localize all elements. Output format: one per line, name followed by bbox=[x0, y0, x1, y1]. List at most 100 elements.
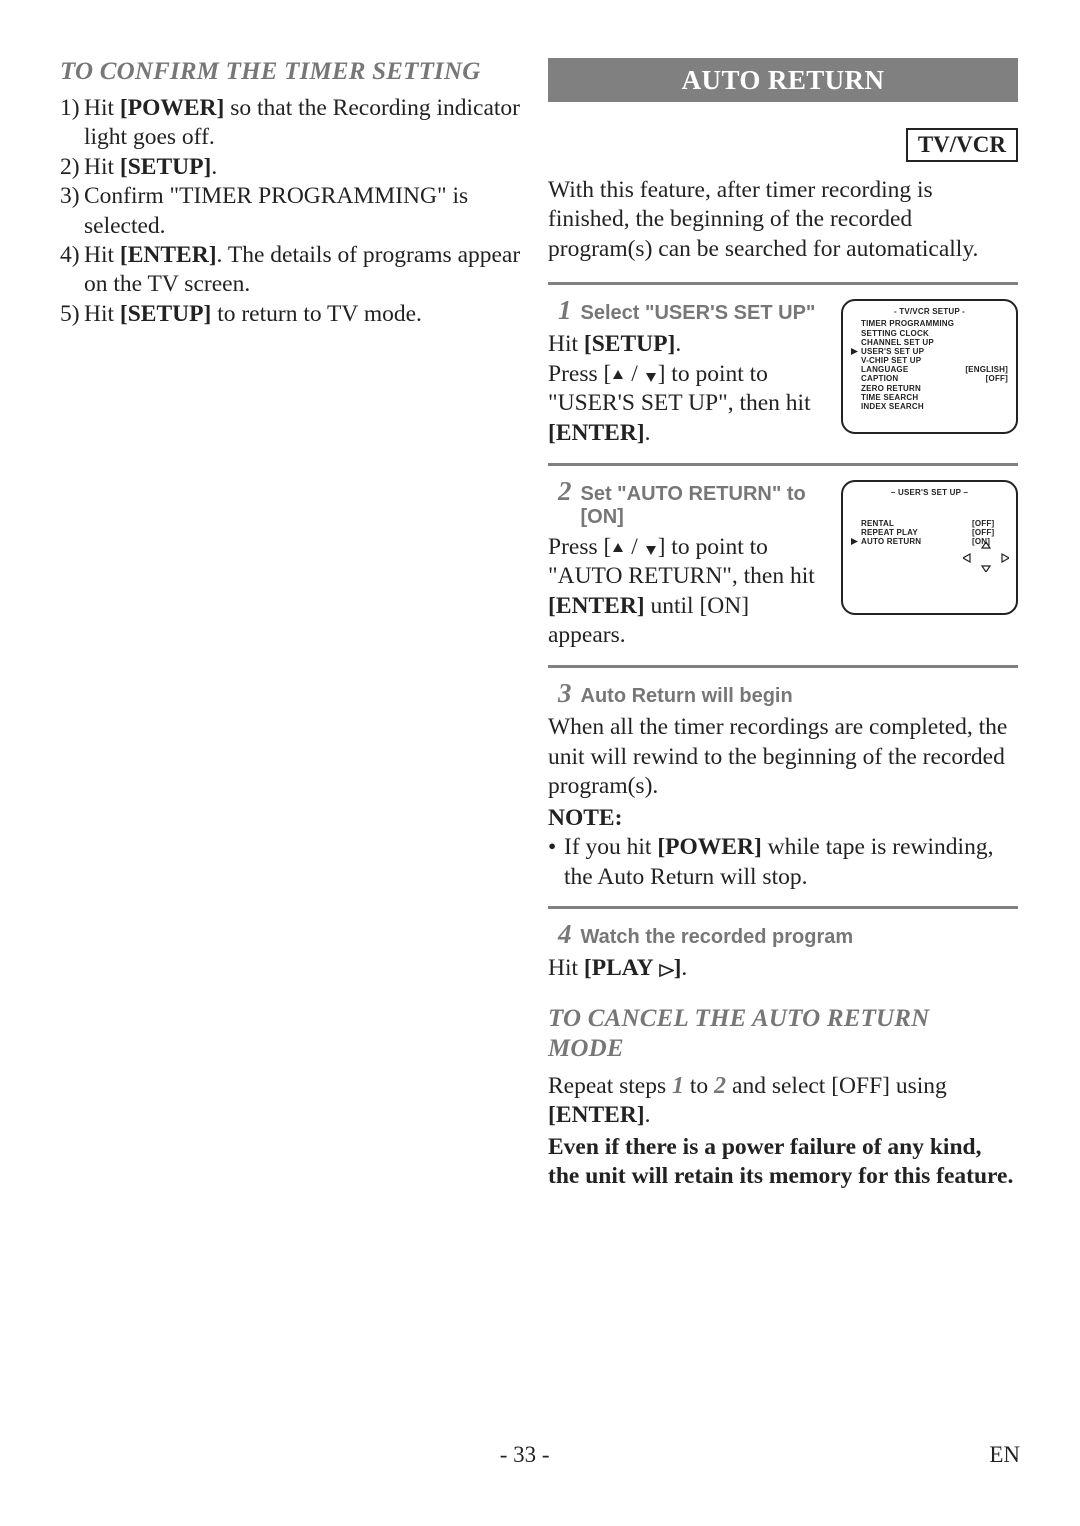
step-head: 3 Auto Return will begin bbox=[558, 678, 1018, 709]
step-body: Hit [PLAY ]. bbox=[548, 954, 1018, 984]
user-setup-osd: – USER'S SET UP – RENTAL[OFF]REPEAT PLAY… bbox=[841, 480, 1018, 615]
left-column: TO CONFIRM THE TIMER SETTING 1) Hit [POW… bbox=[60, 58, 526, 1191]
step-head: 2 Set "AUTO RETURN" to [ON] bbox=[558, 476, 829, 529]
osd-label: SETTING CLOCK bbox=[861, 329, 1006, 338]
page-footer: - 33 - EN bbox=[60, 1442, 1020, 1468]
step-item: 4) Hit [ENTER]. The details of programs … bbox=[60, 241, 526, 300]
cancel-section: TO CANCEL THE AUTO RETURN MODE Repeat st… bbox=[548, 1004, 1018, 1192]
osd-label: ZERO RETURN bbox=[861, 384, 1006, 393]
right-column: AUTO RETURN TV/VCR With this feature, af… bbox=[548, 58, 1018, 1191]
step-text: Hit [ENTER]. The details of programs app… bbox=[84, 241, 526, 300]
note-label: NOTE: bbox=[548, 804, 1018, 834]
osd-label: V-CHIP SET UP bbox=[861, 356, 1006, 365]
osd-label: TIMER PROGRAMMING bbox=[861, 319, 1006, 328]
step-number: 2) bbox=[60, 153, 84, 182]
osd-header: - TV/VCR SETUP - bbox=[851, 307, 1008, 316]
osd-row: ZERO RETURN bbox=[851, 384, 1008, 393]
step-label: Watch the recorded program bbox=[581, 926, 854, 949]
divider bbox=[548, 463, 1018, 466]
selector-triangle-icon bbox=[851, 538, 861, 545]
osd-label: AUTO RETURN bbox=[861, 537, 972, 546]
osd-label: CHANNEL SET UP bbox=[861, 338, 1006, 347]
confirm-steps-list: 1) Hit [POWER] so that the Recording ind… bbox=[60, 94, 526, 329]
cancel-heading: TO CANCEL THE AUTO RETURN MODE bbox=[548, 1004, 1018, 1065]
step-number: 5) bbox=[60, 300, 84, 329]
osd-header: – USER'S SET UP – bbox=[851, 488, 1008, 497]
step-body: Hit [SETUP]. Press [ / ] to point to "US… bbox=[548, 330, 829, 448]
osd-label: TIME SEARCH bbox=[861, 393, 1006, 402]
osd-value: [ENGLISH] bbox=[963, 365, 1008, 374]
step-1-row: 1 Select "USER'S SET UP" Hit [SETUP]. Pr… bbox=[548, 295, 1018, 448]
step-text: Hit [SETUP] to return to TV mode. bbox=[84, 300, 526, 329]
osd-row: TIMER PROGRAMMING bbox=[851, 319, 1008, 328]
osd-row: USER'S SET UP bbox=[851, 347, 1008, 356]
osd-row: SETTING CLOCK bbox=[851, 329, 1008, 338]
play-triangle-icon bbox=[653, 955, 674, 981]
step-body: When all the timer recordings are comple… bbox=[548, 713, 1018, 802]
osd-value: [OFF] bbox=[972, 528, 1008, 537]
osd-label: LANGUAGE bbox=[861, 365, 963, 374]
cancel-body: Repeat steps 1 to 2 and select [OFF] usi… bbox=[548, 1071, 1018, 1131]
step-number: 3) bbox=[60, 182, 84, 241]
divider bbox=[548, 282, 1018, 285]
osd-label: REPEAT PLAY bbox=[861, 528, 972, 537]
up-down-arrow-icon: / bbox=[611, 361, 657, 387]
step-head: 4 Watch the recorded program bbox=[558, 919, 1018, 950]
note-list: • If you hit [POWER] while tape is rewin… bbox=[548, 833, 1018, 892]
selector-triangle-icon bbox=[851, 348, 861, 355]
osd-row: V-CHIP SET UP bbox=[851, 356, 1008, 365]
step-label: Set "AUTO RETURN" to [ON] bbox=[581, 483, 830, 529]
section-title-bar: AUTO RETURN bbox=[548, 58, 1018, 102]
step-3: 3 Auto Return will begin When all the ti… bbox=[548, 678, 1018, 892]
osd-row: REPEAT PLAY[OFF] bbox=[851, 528, 1008, 537]
step-2-row: 2 Set "AUTO RETURN" to [ON] Press [ / ] … bbox=[548, 476, 1018, 651]
step-item: 3) Confirm "TIMER PROGRAMMING" is select… bbox=[60, 182, 526, 241]
step-body: Press [ / ] to point to "AUTO RETURN", t… bbox=[548, 533, 829, 651]
step-item: 2) Hit [SETUP]. bbox=[60, 153, 526, 182]
step-label: Auto Return will begin bbox=[581, 685, 793, 708]
osd-value: [OFF] bbox=[984, 374, 1008, 383]
left-heading: TO CONFIRM THE TIMER SETTING bbox=[60, 58, 526, 86]
note-item: • If you hit [POWER] while tape is rewin… bbox=[548, 833, 1018, 892]
osd-label: CAPTION bbox=[861, 374, 984, 383]
osd-row: TIME SEARCH bbox=[851, 393, 1008, 402]
tv-vcr-badge: TV/VCR bbox=[906, 128, 1018, 162]
divider bbox=[548, 906, 1018, 909]
osd-row: RENTAL[OFF] bbox=[851, 519, 1008, 528]
step-2-text: 2 Set "AUTO RETURN" to [ON] Press [ / ] … bbox=[548, 476, 829, 651]
intro-paragraph: With this feature, after timer recording… bbox=[548, 176, 1018, 264]
badge-wrap: TV/VCR bbox=[548, 128, 1018, 162]
tv-setup-osd: - TV/VCR SETUP - TIMER PROGRAMMINGSETTIN… bbox=[841, 299, 1018, 434]
step-text: Hit [SETUP]. bbox=[84, 153, 526, 182]
step-label: Select "USER'S SET UP" bbox=[581, 302, 816, 325]
step-number: 1) bbox=[60, 94, 84, 153]
step-item: 5) Hit [SETUP] to return to TV mode. bbox=[60, 300, 526, 329]
two-column-layout: TO CONFIRM THE TIMER SETTING 1) Hit [POW… bbox=[60, 58, 1020, 1191]
step-number: 4 bbox=[558, 919, 572, 950]
osd-value: [OFF] bbox=[972, 519, 1008, 528]
page-number: - 33 - bbox=[500, 1442, 550, 1468]
step-1-text: 1 Select "USER'S SET UP" Hit [SETUP]. Pr… bbox=[548, 295, 829, 448]
step-item: 1) Hit [POWER] so that the Recording ind… bbox=[60, 94, 526, 153]
divider bbox=[548, 665, 1018, 668]
osd-row: CAPTION[OFF] bbox=[851, 374, 1008, 383]
osd-label: INDEX SEARCH bbox=[861, 402, 1006, 411]
step-head: 1 Select "USER'S SET UP" bbox=[558, 295, 829, 326]
up-down-arrow-icon: / bbox=[611, 534, 657, 560]
osd-row: CHANNEL SET UP bbox=[851, 338, 1008, 347]
step-number: 3 bbox=[558, 678, 572, 709]
step-number: 2 bbox=[558, 476, 572, 507]
osd-row: LANGUAGE[ENGLISH] bbox=[851, 365, 1008, 374]
cancel-bold-note: Even if there is a power failure of any … bbox=[548, 1133, 1018, 1192]
osd-label: RENTAL bbox=[861, 519, 972, 528]
step-text: Hit [POWER] so that the Recording indica… bbox=[84, 94, 526, 153]
osd-row: INDEX SEARCH bbox=[851, 402, 1008, 411]
step-4: 4 Watch the recorded program Hit [PLAY ]… bbox=[548, 919, 1018, 984]
page-lang: EN bbox=[989, 1442, 1020, 1468]
osd-label: USER'S SET UP bbox=[861, 347, 1006, 356]
step-text: Confirm "TIMER PROGRAMMING" is selected. bbox=[84, 182, 526, 241]
step-number: 4) bbox=[60, 241, 84, 300]
selection-arrows-icon bbox=[963, 542, 1009, 572]
bullet-icon: • bbox=[548, 833, 564, 892]
step-number: 1 bbox=[558, 295, 572, 326]
